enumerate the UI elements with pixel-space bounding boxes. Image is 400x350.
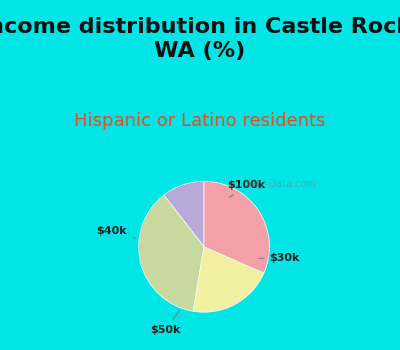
Text: $30k: $30k — [259, 253, 300, 263]
Text: Income distribution in Castle Rock,
WA (%): Income distribution in Castle Rock, WA (… — [0, 18, 400, 61]
Text: Hispanic or Latino residents: Hispanic or Latino residents — [74, 112, 326, 130]
Wedge shape — [193, 247, 264, 312]
Text: $40k: $40k — [96, 226, 136, 238]
Wedge shape — [204, 181, 270, 273]
Text: $100k: $100k — [227, 180, 266, 197]
Text: City-Data.com: City-Data.com — [246, 179, 316, 189]
Wedge shape — [138, 195, 204, 311]
Text: $50k: $50k — [150, 310, 181, 335]
Wedge shape — [164, 181, 204, 247]
